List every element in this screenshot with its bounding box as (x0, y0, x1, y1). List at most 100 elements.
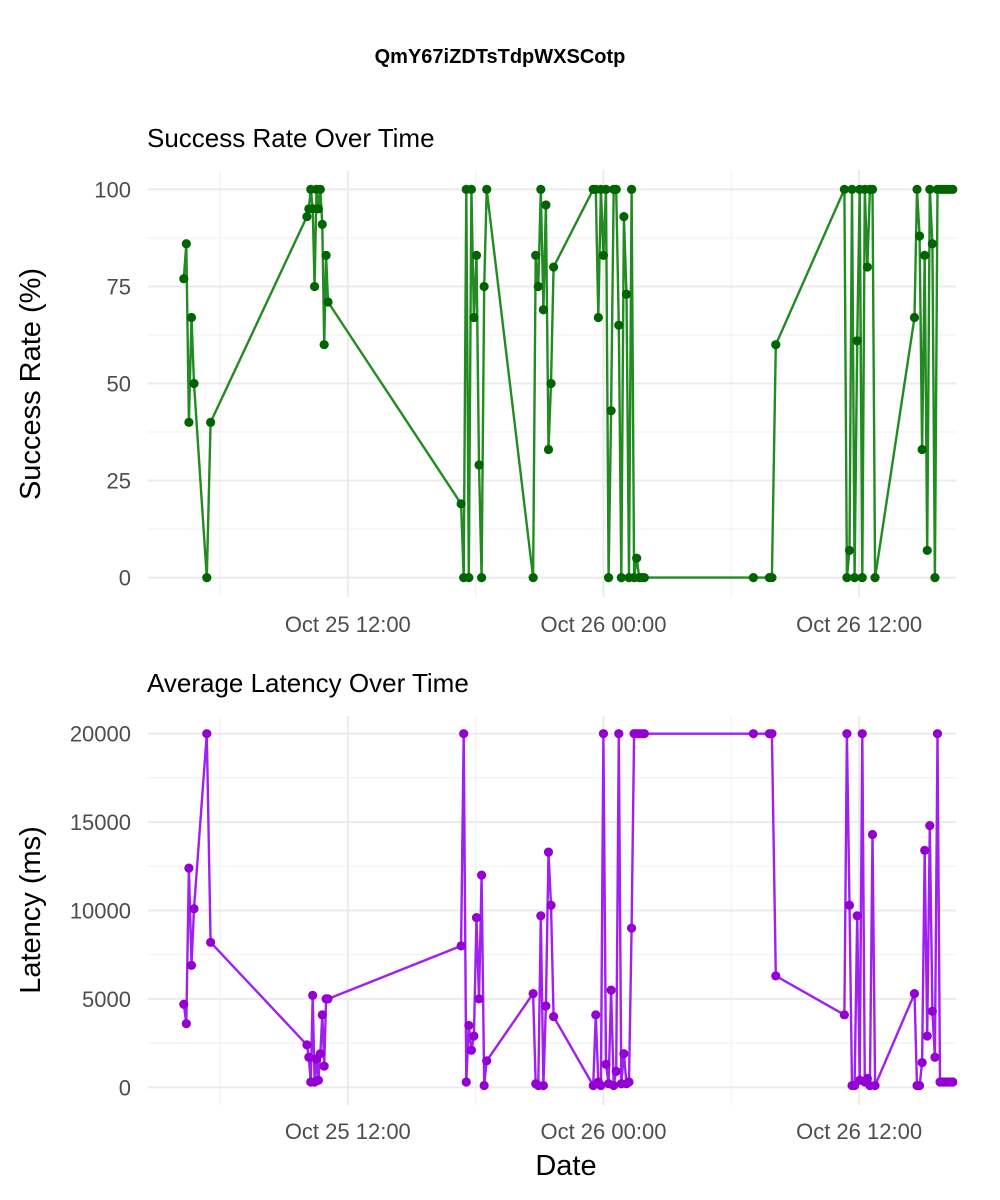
latency-data-point (479, 1080, 489, 1091)
latency-panel: Average Latency Over Time 0 5000 10000 1500… (15, 668, 958, 1182)
latency-data-point (466, 1045, 476, 1055)
latency-data-point (313, 1075, 324, 1085)
success-data-point (179, 274, 189, 284)
success-data-point (464, 572, 474, 583)
latency-data-point (870, 1080, 880, 1091)
latency-data-point (844, 900, 855, 910)
success-data-point (842, 572, 852, 583)
success-data-point (548, 262, 559, 272)
success-data-point (536, 184, 546, 195)
latency-data-point (471, 912, 482, 923)
latency-data-point (469, 1031, 479, 1041)
latency-data-point (184, 863, 194, 873)
success-data-point (850, 572, 860, 583)
success-data-point (538, 305, 548, 315)
latency-data-point (767, 729, 777, 739)
latency-data-point (538, 1080, 548, 1091)
latency-data-point (909, 989, 920, 999)
latency-x-tick-label: Oct 26 00:00 (540, 1119, 666, 1144)
success-data-point (603, 572, 614, 583)
latency-data-point (317, 1010, 327, 1020)
success-ticks: 0 25 50 75 100 Oct 25 12:00 Oct 26 00:00 Oct 26… (94, 177, 922, 637)
latency-data-point (304, 1052, 314, 1062)
success-data-point (598, 250, 609, 260)
latency-data-point (927, 1006, 937, 1016)
latency-data-point (181, 1019, 191, 1029)
latency-data-point (461, 1077, 471, 1087)
latency-data-point (315, 1049, 325, 1059)
latency-data-point (179, 999, 189, 1009)
success-y-tick-label: 50 (107, 372, 131, 397)
latency-data-point (546, 900, 556, 910)
success-data-point (546, 378, 556, 389)
latency-data-point (308, 990, 318, 1000)
success-data-point (616, 572, 626, 583)
latency-x-tick-label: Oct 25 12:00 (285, 1119, 411, 1144)
success-data-point (531, 250, 541, 260)
latency-data-point (771, 971, 781, 981)
success-data-point (852, 336, 862, 346)
latency-y-tick-label: 15000 (70, 810, 131, 835)
latency-data-point (536, 911, 546, 921)
success-data-point (321, 250, 331, 260)
latency-data-point (862, 1073, 872, 1084)
latency-data-point (930, 1052, 940, 1062)
latency-data-point (609, 1080, 619, 1091)
success-data-point (767, 572, 777, 583)
success-data-point (862, 262, 872, 272)
latency-data-point (319, 1061, 329, 1071)
success-data-point (639, 572, 649, 583)
latency-y-tick-label: 20000 (70, 722, 131, 747)
success-data-point (948, 184, 958, 195)
latency-data-point (543, 847, 554, 857)
success-data-point (528, 572, 538, 583)
success-series (179, 184, 958, 583)
latency-panel-title: Average Latency Over Time (147, 668, 469, 698)
latency-series (179, 729, 958, 1091)
latency-data-point (619, 1049, 629, 1059)
success-panel-title: Success Rate Over Time (147, 123, 435, 153)
success-data-point (920, 250, 930, 260)
success-data-point (474, 460, 484, 470)
success-y-tick-label: 75 (107, 274, 131, 299)
latency-data-point (189, 904, 199, 914)
success-rate-panel: Success Rate Over Time 0 25 50 75 100 Oct 25 … (15, 123, 958, 637)
latency-data-point (922, 1031, 932, 1041)
success-data-point (593, 312, 603, 323)
success-data-point (748, 572, 759, 583)
latency-data-point (932, 729, 943, 739)
success-data-point (632, 553, 642, 563)
success-data-point (847, 184, 857, 195)
success-data-point (206, 417, 216, 427)
latency-data-point (925, 821, 935, 831)
latency-data-point (206, 937, 216, 947)
latency-data-point (202, 729, 212, 739)
latency-data-point (624, 1077, 634, 1087)
success-data-point (323, 297, 333, 307)
success-data-point (771, 340, 781, 350)
success-data-point (302, 211, 312, 222)
success-data-point (912, 184, 922, 195)
success-data-point (456, 499, 466, 509)
latency-data-point (867, 829, 878, 840)
success-data-point (601, 184, 611, 195)
latency-data-point (857, 729, 867, 739)
success-data-point (844, 545, 855, 556)
latency-data-point (626, 923, 637, 933)
success-data-point (479, 281, 489, 292)
latency-data-point (914, 1080, 925, 1091)
latency-data-point (917, 1057, 927, 1068)
success-data-point (922, 545, 932, 556)
latency-data-point (548, 1011, 559, 1022)
latency-data-point (323, 994, 333, 1004)
latency-data-point (302, 1040, 312, 1050)
success-data-point (839, 184, 849, 195)
latency-data-point (482, 1056, 492, 1066)
success-data-point (917, 444, 927, 455)
success-data-point (909, 312, 920, 323)
success-data-point (614, 320, 624, 330)
success-data-point (482, 184, 492, 195)
success-data-point (606, 406, 616, 416)
success-y-tick-label: 25 (107, 469, 131, 494)
success-data-point (925, 184, 935, 195)
